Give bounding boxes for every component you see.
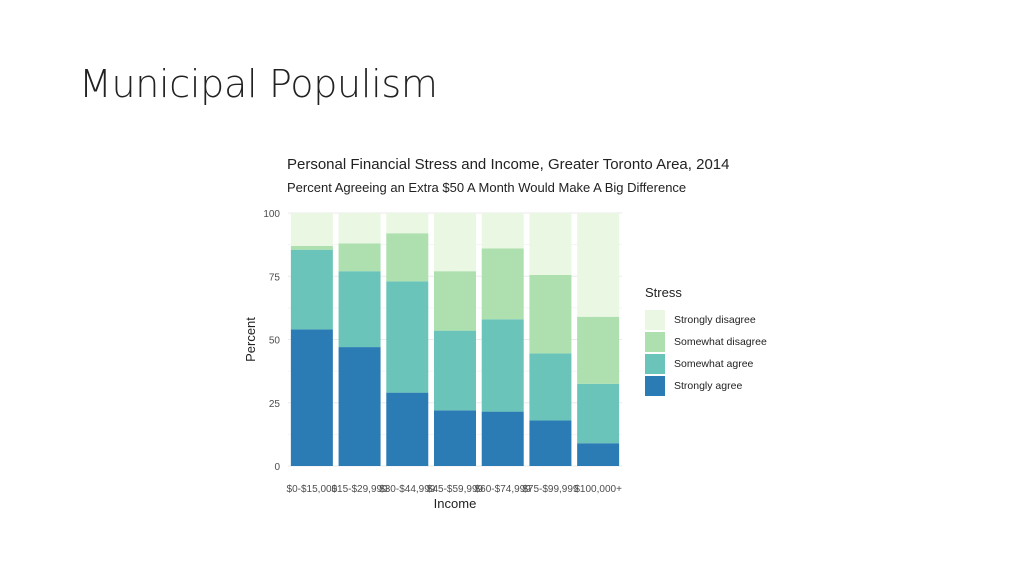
legend-item-strongly-agree: Strongly agree — [645, 375, 767, 397]
bar-segment — [338, 347, 381, 466]
legend-label: Somewhat agree — [674, 358, 754, 370]
bar-segment — [529, 213, 572, 275]
bar-segment — [290, 329, 333, 466]
legend-title: Stress — [645, 285, 682, 300]
y-tick-label: 0 — [274, 462, 280, 473]
legend-swatch — [645, 310, 665, 330]
x-tick-label: $60-$74,999 — [475, 484, 532, 495]
y-tick-label: 50 — [269, 336, 281, 347]
legend-swatch — [645, 354, 665, 374]
legend-label: Strongly disagree — [674, 314, 756, 326]
y-axis-label: Percent — [243, 317, 258, 362]
y-tick-label: 25 — [269, 399, 281, 410]
bar-segment — [386, 281, 429, 393]
legend-swatch — [645, 332, 665, 352]
x-tick-label: $45-$59,999 — [427, 484, 484, 495]
chart-title: Personal Financial Stress and Income, Gr… — [287, 156, 730, 173]
legend-swatch — [645, 376, 665, 396]
bar-segment — [529, 353, 572, 421]
bar-segment — [434, 271, 476, 331]
x-tick-label: $15-$29,999 — [331, 484, 388, 495]
bar-segment — [481, 319, 524, 412]
bar-segment — [386, 233, 429, 282]
legend-item-somewhat-agree: Somewhat agree — [645, 353, 767, 375]
x-tick-label: $30-$44,999 — [379, 484, 436, 495]
bar-segment — [577, 213, 620, 317]
chart-subtitle: Percent Agreeing an Extra $50 A Month Wo… — [287, 180, 687, 195]
bar-segment — [434, 410, 476, 466]
bar-segment — [386, 213, 429, 234]
bar-segment — [338, 213, 381, 244]
bar-segment — [290, 245, 333, 250]
legend-item-somewhat-disagree: Somewhat disagree — [645, 331, 767, 353]
bar-segment — [577, 316, 620, 384]
x-tick-label: $75-$99,999 — [522, 484, 579, 495]
bar-segment — [290, 249, 333, 330]
bar-segment — [434, 213, 476, 272]
bar-segment — [481, 213, 524, 249]
y-tick-label: 75 — [269, 272, 281, 283]
legend-label: Strongly agree — [674, 380, 743, 392]
slide-title: Municipal Populism — [79, 62, 438, 106]
bar-segment — [290, 213, 333, 246]
bar-segment — [481, 411, 524, 466]
x-axis-label: Income — [434, 496, 477, 511]
bar-segment — [481, 248, 524, 320]
bar-segment — [529, 274, 572, 354]
bar-segment — [577, 383, 620, 444]
bar-segment — [434, 330, 476, 411]
bar-segment — [386, 392, 429, 466]
legend-item-strongly-disagree: Strongly disagree — [645, 309, 767, 331]
bar-segment — [338, 243, 381, 272]
y-tick-label: 100 — [263, 209, 280, 220]
x-tick-label: $0-$15,000 — [287, 484, 338, 495]
bar-segment — [529, 420, 572, 466]
legend-label: Somewhat disagree — [674, 336, 767, 348]
legend: Stress Strongly disagree Somewhat disagr… — [645, 285, 767, 397]
bar-segment — [577, 443, 620, 466]
x-tick-label: $100,000+ — [574, 484, 622, 495]
bar-segment — [338, 271, 381, 348]
